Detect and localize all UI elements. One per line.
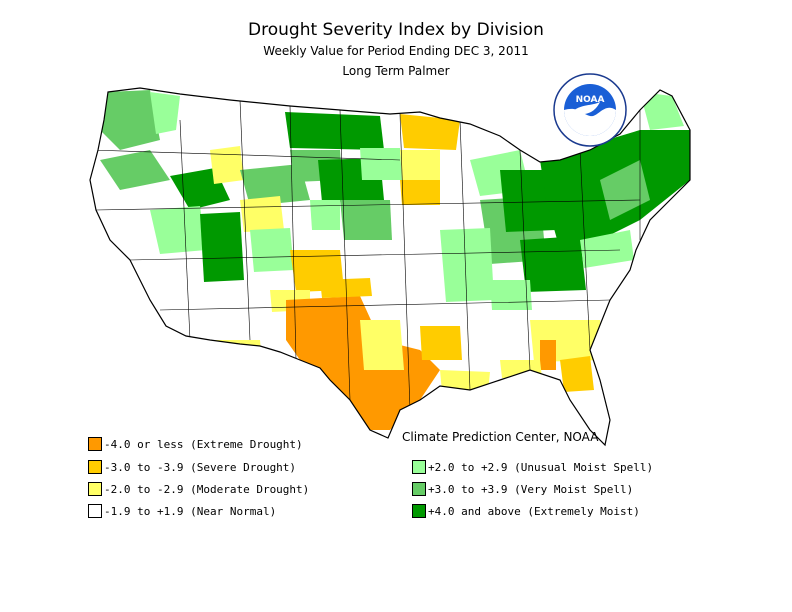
division-ny-moist [600,160,650,220]
legend-label: -4.0 or less (Extreme Drought) [104,437,303,451]
division-ky-extreme-moist [520,236,586,292]
legend-label: +4.0 and above (Extremely Moist) [428,504,640,518]
division-mn-unusual [360,148,402,180]
legend-label: -1.9 to +1.9 (Near Normal) [104,504,277,518]
legend-item-severe-drought: -3.0 to -3.9 (Severe Drought) [88,459,296,475]
division-mt-moist [240,164,310,206]
division-va-unusual [580,230,634,268]
legend-item-moderate-drought: -2.0 to -2.9 (Moderate Drought) [88,481,309,497]
division-mo-unusual [440,228,494,302]
division-fl-severe [560,356,594,392]
noaa-logo-text: NOAA [576,95,605,105]
division-wy-dry [240,196,284,232]
division-tx-moderate [360,320,404,370]
division-nd-extreme-moist [285,112,384,150]
division-mn-moderate [400,150,440,180]
division-ga-extreme [540,340,556,370]
credit-text: Climate Prediction Center, NOAA [402,430,599,444]
division-mn-severe [400,114,460,150]
division-tn-unusual [490,280,532,310]
division-ut-extreme-moist [200,212,244,282]
legend-item-extreme-drought: -4.0 or less (Extreme Drought) [88,436,303,452]
division-nv-unusual [150,206,206,254]
map-subtitle: Weekly Value for Period Ending DEC 3, 20… [263,44,529,58]
legend-item-extremely-moist: +4.0 and above (Extremely Moist) [412,503,640,519]
division-me-unusual [640,92,684,130]
index-name: Long Term Palmer [342,64,450,78]
division-ia-severe [400,180,440,205]
legend-item-unusual-moist: +2.0 to +2.9 (Unusual Moist Spell) [412,459,653,475]
legend-swatch [88,482,102,496]
legend-item-very-moist: +3.0 to +3.9 (Very Moist Spell) [412,481,633,497]
legend-label: +2.0 to +2.9 (Unusual Moist Spell) [428,460,654,474]
division-in-extreme-moist [500,170,556,232]
legend-swatch [412,504,426,518]
division-wa-unusual [150,92,180,134]
division-ne-unusual [310,200,340,230]
legend-swatch [88,460,102,474]
legend-label: +3.0 to +3.9 (Very Moist Spell) [428,482,634,496]
legend-item-near-normal: -1.9 to +1.9 (Near Normal) [88,503,276,519]
division-ne-moist [340,200,392,240]
division-wa-moist [100,90,160,150]
us-outline [89,87,691,447]
legend-label: -3.0 to -3.9 (Severe Drought) [104,460,297,474]
legend-swatch [412,482,426,496]
division-or-moist [100,150,170,190]
division-tx-extreme [286,296,440,430]
division-la-severe [420,326,462,360]
legend-swatch [88,504,102,518]
legend-swatch [88,437,102,451]
noaa-logo: NOAA [553,73,627,147]
legend-swatch [412,460,426,474]
division-co-unusual [250,228,294,272]
division-mt-dry [210,146,244,184]
legend-label: -2.0 to -2.9 (Moderate Drought) [104,482,310,496]
map-title: Drought Severity Index by Division [248,20,544,40]
division-al-moderate [500,360,542,378]
division-la-moderate [440,370,490,392]
